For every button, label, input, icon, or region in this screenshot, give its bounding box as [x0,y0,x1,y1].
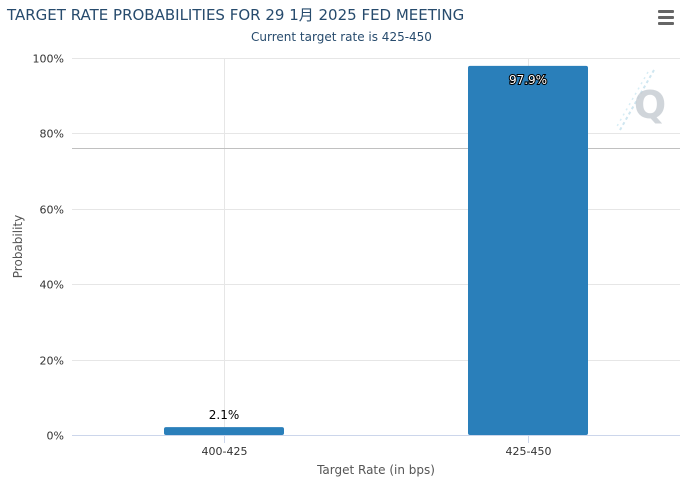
y-tick-label: 100% [33,53,64,66]
bar-series [164,65,588,436]
y-tick-label: 40% [40,279,64,292]
y-tick-label: 60% [40,204,64,217]
y-tick-label: 0% [47,430,64,443]
bar-425-450[interactable] [468,65,588,436]
y-tick-label: 20% [40,355,64,368]
x-axis-title: Target Rate (in bps) [316,463,435,477]
x-tick-label: 425-450 [506,445,552,458]
chart-menu-button[interactable] [654,6,678,28]
data-label: 97.9% [509,73,547,87]
grid-lines [72,58,680,435]
chart-title: TARGET RATE PROBABILITIES FOR 29 1月 2025… [7,6,465,24]
x-tick-label: 400-425 [202,445,248,458]
watermark-letter: Q [634,83,666,127]
bar-400-425[interactable] [164,427,284,435]
data-label: 2.1% [209,408,240,422]
chart-subtitle: Current target rate is 425-450 [251,30,432,44]
data-labels: 2.1% 97.9% [209,72,548,422]
y-axis-title: Probability [11,215,25,278]
axes: 0% 20% 40% 60% 80% 100% 400-425 425-450 Target R… [11,53,680,477]
q-logo-icon: Q [615,69,666,131]
y-tick-label: 80% [40,128,64,141]
